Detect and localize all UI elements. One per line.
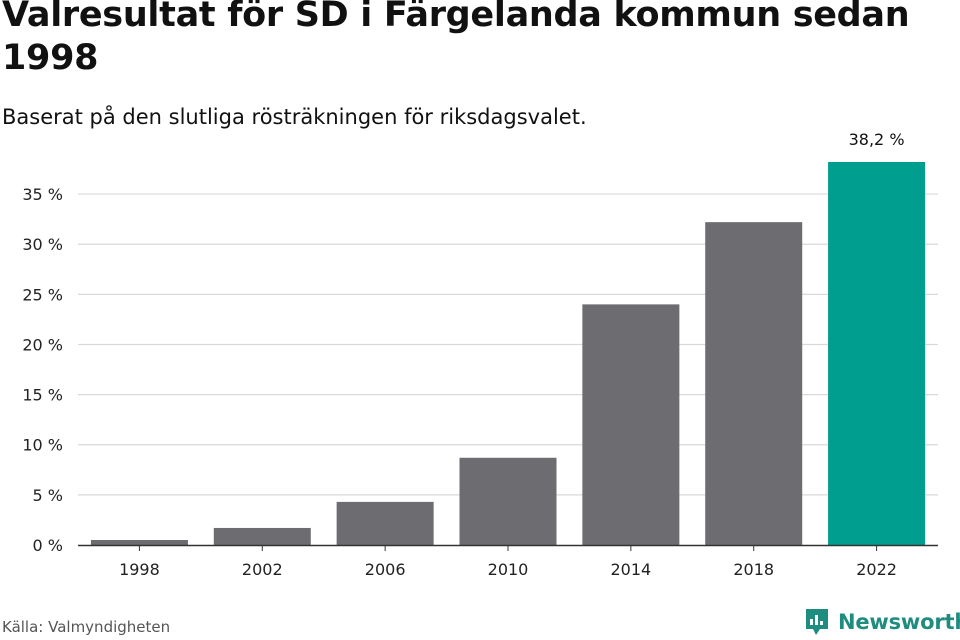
gridlines <box>78 193 938 496</box>
bar-2002 <box>213 527 311 545</box>
chart-subtitle: Baserat på den slutliga rösträkningen fö… <box>2 105 587 129</box>
x-tick-label: 2014 <box>610 560 651 579</box>
bars <box>90 162 926 545</box>
bar-2010 <box>459 457 557 545</box>
y-axis-ticks: 0 % 5 % 10 % 15 % 20 % 25 % 30 % 35 % <box>22 185 63 555</box>
bar-2018 <box>705 222 803 545</box>
data-label: 38,2 % <box>849 130 905 149</box>
brand-logo[interactable]: Newsworthy <box>804 606 960 638</box>
bar-2022 <box>828 162 926 545</box>
y-tick-label: 5 % <box>33 486 63 505</box>
x-tick-label: 2002 <box>242 560 283 579</box>
x-tick-label: 2022 <box>856 560 897 579</box>
y-tick-label: 20 % <box>22 335 63 354</box>
data-labels: 38,2 % <box>849 130 905 149</box>
bar-2014 <box>582 304 680 545</box>
y-tick-label: 25 % <box>22 285 63 304</box>
x-tick-label: 1998 <box>119 560 160 579</box>
y-tick-label: 35 % <box>22 185 63 204</box>
y-tick-label: 15 % <box>22 386 63 405</box>
x-axis-ticks: 1998 2002 2006 2010 2014 2018 2022 <box>119 545 897 579</box>
y-tick-label: 0 % <box>33 536 63 555</box>
x-tick-label: 2010 <box>488 560 529 579</box>
newsworthy-logo-icon <box>806 609 828 635</box>
bar-1998 <box>90 539 188 545</box>
chart-title: Valresultat för SD i Färgelanda kommun s… <box>2 0 910 78</box>
y-tick-label: 30 % <box>22 235 63 254</box>
x-tick-label: 2018 <box>733 560 774 579</box>
x-tick-label: 2006 <box>365 560 406 579</box>
source-note: Källa: Valmyndigheten <box>2 618 171 636</box>
y-tick-label: 10 % <box>22 436 63 455</box>
brand-name: Newsworthy <box>838 610 960 634</box>
bar-2006 <box>336 501 434 545</box>
